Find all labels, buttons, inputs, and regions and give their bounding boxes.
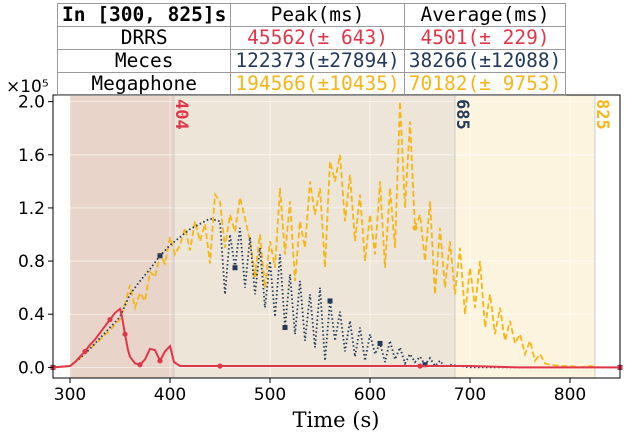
y-tick-label: 0.4 [18,305,45,325]
summary-corner: In [300, 825]s [56,3,232,27]
marker-drrs [217,363,223,369]
avg-value: 70182(± 9753) [403,72,567,96]
region-2 [455,95,595,378]
x-tick-label: 700 [454,385,486,405]
y-tick-label: 1.2 [18,199,45,219]
marker-meces [232,265,238,271]
summary-header-row: In [300, 825]s Peak(ms) Average(ms) [56,3,567,27]
marker-drrs [137,362,143,368]
marker-megaphone [412,225,418,231]
vline-label-685: 685 [452,99,472,130]
marker-megaphone [252,271,258,277]
summary-row-drrs: DRRS 45562(± 643) 4501(± 229) [56,26,567,50]
y-tick-label: 1.6 [18,146,45,166]
axes: 300 400 500 600 700 800 0.0 0.4 0.8 1.2 1.6 2.0 [18,93,621,405]
series-lines [50,101,623,370]
marker-meces [422,362,428,368]
marker-drrs [157,358,163,364]
vline-label-404: 404 [171,99,191,130]
peak-value: 122373(±27894) [230,49,405,73]
avg-value: 38266(±12088) [403,49,567,73]
x-tick-label: 800 [554,385,586,405]
peak-value: 194566(±10435) [230,72,405,96]
y-tick-label: 0.0 [18,358,45,378]
row-name: Megaphone [56,72,232,96]
marker-drrs [82,348,88,355]
vertical-markers: 404 685 825 [171,95,612,378]
marker-drrs [122,331,128,337]
y-tick-label: 2.0 [18,93,45,113]
marker-drrs [107,316,113,323]
series-megaphone [52,101,620,369]
marker-meces [377,340,383,346]
region-0 [70,95,174,378]
peak-value: 45562(± 643) [230,26,405,50]
shaded-regions [70,95,595,378]
marker-meces [327,298,333,304]
summary-table: In [300, 825]s Peak(ms) Average(ms) DRRS… [56,3,567,96]
marker-drrs [417,363,423,369]
avg-header: Average(ms) [403,3,567,27]
summary-row-meces: Meces 122373(±27894) 38266(±12088) [56,49,567,73]
y-tick-label: 0.8 [18,252,45,272]
row-name: DRRS [56,26,232,50]
marker-meces [157,253,163,259]
x-axis-label: Time (s) [293,408,380,432]
x-tick-label: 600 [354,385,386,405]
row-name: Meces [56,49,232,73]
series-meces [52,217,620,369]
avg-value: 4501(± 229) [403,26,567,50]
region-1 [174,95,455,378]
y-multiplier: ×10⁵ [6,77,49,97]
vline-label-825: 825 [592,99,612,130]
x-tick-label: 300 [54,385,86,405]
summary-row-megaphone: Megaphone 194566(±10435) 70182(± 9753) [56,72,567,96]
marker-meces [282,325,288,331]
peak-header: Peak(ms) [230,3,405,27]
grid [53,95,620,378]
x-tick-label: 400 [154,385,186,405]
x-tick-label: 500 [254,385,286,405]
